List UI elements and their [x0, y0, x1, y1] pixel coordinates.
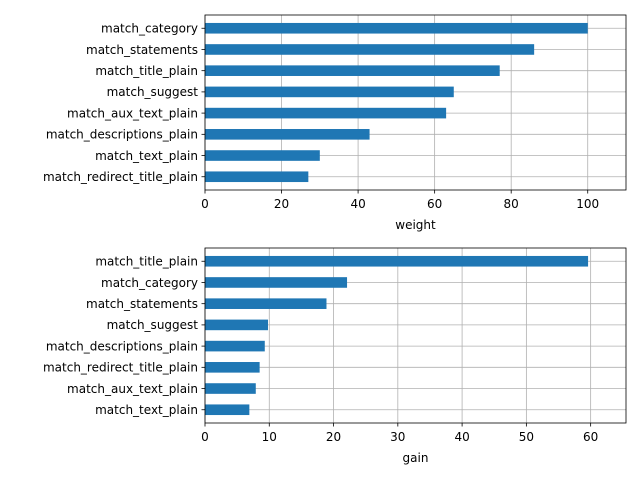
y-tick-label: match_redirect_title_plain	[43, 361, 198, 375]
y-tick-label: match_suggest	[107, 318, 199, 332]
bar-match-suggest	[205, 86, 454, 98]
plot-frame	[204, 247, 627, 424]
x-tick-label: 40	[454, 430, 469, 444]
bar-match-redirect-title-plain	[205, 362, 260, 373]
y-tick-label: match_text_plain	[95, 149, 198, 163]
x-tick-label: 0	[201, 430, 209, 444]
bar-match-text-plain	[205, 404, 250, 416]
y-tick-label: match_statements	[86, 297, 198, 311]
x-tick-label: 0	[201, 197, 209, 211]
bar-match-category	[205, 277, 348, 288]
bar-match-suggest	[205, 319, 268, 331]
bar-match-descriptions-plain	[205, 129, 370, 140]
x-tick-label: 20	[274, 197, 289, 211]
x-tick-label: 80	[504, 197, 519, 211]
bar-match-statements	[205, 44, 535, 55]
y-tick-label: match_category	[101, 22, 198, 36]
bar-match-redirect-title-plain	[205, 171, 309, 183]
bar-match-title-plain	[205, 65, 500, 76]
x-tick-label: 100	[576, 197, 599, 211]
x-tick-label: 50	[519, 430, 534, 444]
x-axis-label: weight	[395, 218, 436, 232]
bar-match-title-plain	[205, 255, 589, 267]
y-tick-label: match_redirect_title_plain	[43, 170, 198, 184]
bar-match-category	[205, 22, 588, 34]
gain-chart: match_title_plain match_category match_sta…	[43, 247, 627, 465]
x-tick-label: 20	[326, 430, 341, 444]
x-tick-label: 40	[350, 197, 365, 211]
bar-match-text-plain	[205, 150, 320, 161]
x-tick-label: 60	[583, 430, 598, 444]
x-tick-label: 10	[262, 430, 277, 444]
y-tick-label: match_text_plain	[95, 403, 198, 417]
y-tick-label: match_suggest	[107, 85, 199, 99]
y-tick-label: match_title_plain	[95, 255, 198, 269]
y-tick-label: match_aux_text_plain	[67, 106, 198, 120]
weight-chart: match_category match_statements match_titl…	[43, 14, 627, 232]
x-tick-label: 30	[390, 430, 405, 444]
y-tick-label: match_category	[101, 276, 198, 290]
bar-match-aux-text-plain	[205, 383, 256, 394]
x-axis-label: gain	[403, 451, 429, 465]
bar-match-statements	[205, 298, 327, 309]
y-tick-label: match_statements	[86, 43, 198, 57]
y-tick-label: match_title_plain	[95, 64, 198, 78]
bar-match-aux-text-plain	[205, 107, 447, 119]
y-tick-label: match_descriptions_plain	[46, 339, 198, 353]
x-tick-label: 60	[427, 197, 442, 211]
plot-frame	[204, 14, 627, 191]
y-tick-label: match_descriptions_plain	[46, 128, 198, 142]
bar-match-descriptions-plain	[205, 340, 265, 352]
y-tick-label: match_aux_text_plain	[67, 382, 198, 396]
